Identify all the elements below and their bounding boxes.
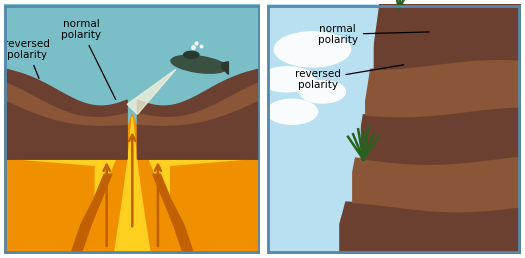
Ellipse shape	[275, 32, 351, 67]
Polygon shape	[222, 62, 228, 74]
Polygon shape	[138, 99, 260, 159]
Ellipse shape	[184, 51, 199, 58]
Ellipse shape	[300, 80, 345, 103]
Polygon shape	[4, 149, 260, 254]
Ellipse shape	[259, 67, 315, 92]
Polygon shape	[4, 69, 127, 116]
Polygon shape	[353, 156, 521, 212]
Polygon shape	[4, 99, 127, 159]
Ellipse shape	[300, 80, 345, 103]
Polygon shape	[374, 4, 521, 69]
Text: reversed
polarity: reversed polarity	[4, 38, 50, 78]
Polygon shape	[138, 69, 260, 116]
Polygon shape	[4, 81, 127, 125]
Ellipse shape	[267, 99, 318, 124]
Polygon shape	[127, 69, 176, 114]
Polygon shape	[4, 4, 260, 117]
Polygon shape	[4, 159, 94, 254]
Polygon shape	[267, 4, 379, 254]
Polygon shape	[138, 81, 260, 125]
Text: normal
polarity: normal polarity	[61, 19, 116, 100]
Ellipse shape	[275, 32, 351, 67]
Polygon shape	[171, 159, 260, 254]
Text: reversed
polarity: reversed polarity	[295, 65, 404, 90]
Polygon shape	[4, 4, 260, 254]
Polygon shape	[114, 117, 150, 254]
Polygon shape	[71, 174, 112, 254]
Ellipse shape	[171, 55, 227, 73]
Polygon shape	[366, 59, 521, 117]
Polygon shape	[153, 174, 194, 254]
Polygon shape	[76, 114, 188, 254]
Polygon shape	[361, 107, 521, 164]
Polygon shape	[267, 4, 521, 254]
Polygon shape	[340, 202, 521, 254]
Ellipse shape	[259, 67, 315, 92]
Ellipse shape	[267, 99, 318, 124]
Text: normal
polarity: normal polarity	[318, 23, 429, 45]
